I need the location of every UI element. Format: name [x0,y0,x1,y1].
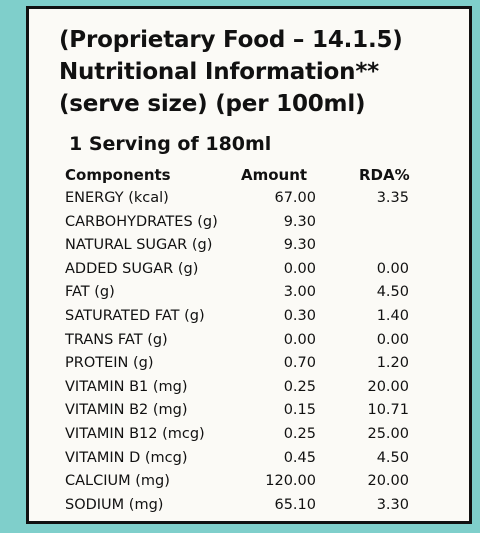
component-name: VITAMIN B2 (mg) [65,402,188,419]
amount: 65.10 [274,496,316,513]
amount: 3.00 [283,284,316,301]
component-name: PROTEIN (g) [65,355,154,372]
component-name: SATURATED FAT (g) [65,308,205,324]
amount: 0.00 [283,331,316,348]
rda-percent: 1.20 [376,355,409,372]
rda-percent: 0.00 [376,260,409,277]
title-line: Nutritional Information** [59,59,379,85]
component-name: VITAMIN D (mcg) [65,449,188,466]
amount: 9.30 [283,213,316,230]
amount: 120.00 [265,473,316,490]
rda-percent: 10.71 [367,402,409,419]
amount: 0.15 [283,402,316,419]
rda-percent: 3.35 [376,190,409,206]
title-line: (serve size) (per 100ml) [59,91,366,117]
column-header: Components [65,166,171,184]
amount: 0.45 [283,449,316,466]
component-name: VITAMIN B1 (mg) [65,378,188,395]
rda-percent: 4.50 [376,284,409,301]
component-name: FAT (g) [65,284,115,301]
amount: 0.25 [283,426,316,442]
rda-percent: 20.00 [367,378,409,395]
title-line: (Proprietary Food – 14.1.5) [59,27,403,53]
amount: 0.25 [283,378,316,395]
amount: 0.30 [283,308,316,324]
component-name: CALCIUM (mg) [65,473,170,490]
component-name: ADDED SUGAR (g) [65,260,199,277]
rda-percent: 25.00 [367,426,409,442]
component-name: ENERGY (kcal) [65,190,169,206]
component-name: TRANS FAT (g) [65,331,168,348]
rda-percent: 20.00 [367,473,409,490]
component-name: VITAMIN B12 (mcg) [65,426,205,442]
rda-percent: 1.40 [376,308,409,324]
rda-percent: 0.00 [376,331,409,348]
amount: 9.30 [283,237,316,254]
amount: 0.00 [283,260,316,277]
amount: 67.00 [274,190,316,206]
nutrition-label: (Proprietary Food – 14.1.5) Nutritional … [26,6,472,524]
column-header: RDA% [359,166,410,184]
component-name: SODIUM (mg) [65,496,164,513]
amount: 0.70 [283,355,316,372]
serving-size: 1 Serving of 180ml [69,133,272,155]
column-header: Amount [241,166,308,184]
component-name: CARBOHYDRATES (g) [65,213,218,230]
rda-percent: 4.50 [376,449,409,466]
rda-percent: 3.30 [376,496,409,513]
component-name: NATURAL SUGAR (g) [65,237,213,254]
